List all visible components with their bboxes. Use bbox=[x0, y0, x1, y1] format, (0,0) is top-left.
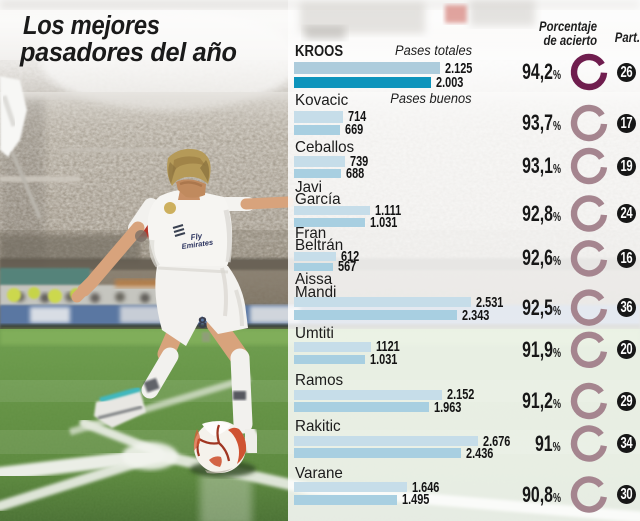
svg-text:Emirates: Emirates bbox=[181, 238, 214, 251]
svg-text:Fly: Fly bbox=[190, 231, 203, 242]
svg-text:8: 8 bbox=[198, 315, 207, 332]
